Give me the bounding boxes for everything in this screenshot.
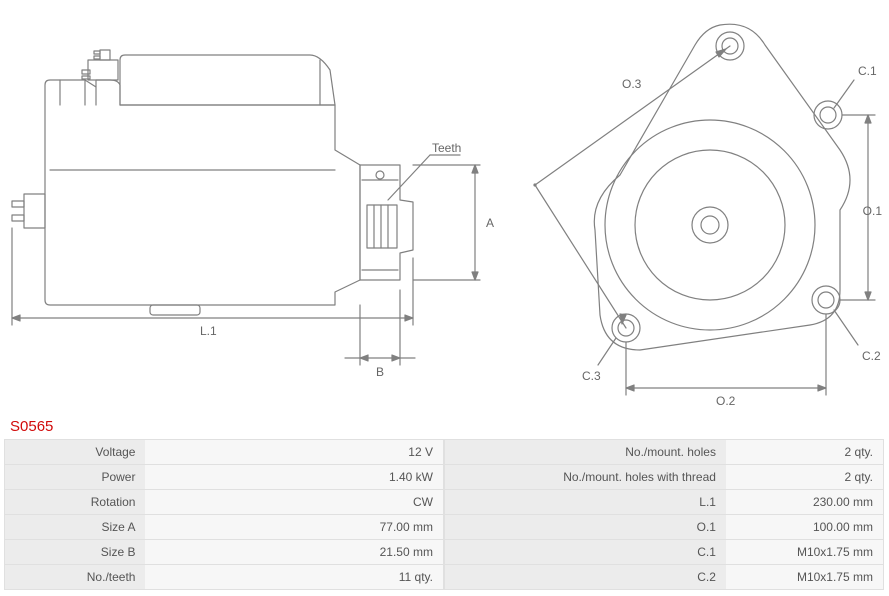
label-teeth: Teeth xyxy=(432,141,461,155)
label-O2: O.2 xyxy=(716,394,736,408)
spec-value: 230.00 mm xyxy=(726,490,884,514)
spec-col-left: Voltage 12 V Power 1.40 kW Rotation CW S… xyxy=(4,440,444,590)
table-row: O.1 100.00 mm xyxy=(444,515,884,540)
spec-label: No./mount. holes xyxy=(445,440,726,464)
label-C3: C.3 xyxy=(582,369,601,383)
label-B: B xyxy=(376,365,384,379)
spec-label: Power xyxy=(5,465,145,489)
spec-value: CW xyxy=(145,490,444,514)
table-row: Rotation CW xyxy=(4,490,444,515)
spec-value: 12 V xyxy=(145,440,444,464)
label-O3: O.3 xyxy=(622,77,642,91)
spec-value: 77.00 mm xyxy=(145,515,444,539)
spec-value: 21.50 mm xyxy=(145,540,444,564)
spec-value: 2 qty. xyxy=(726,465,884,489)
table-row: C.2 M10x1.75 mm xyxy=(444,565,884,590)
spec-label: Voltage xyxy=(5,440,145,464)
label-C2: C.2 xyxy=(862,349,881,363)
table-row: C.1 M10x1.75 mm xyxy=(444,540,884,565)
spec-label: C.1 xyxy=(445,540,726,564)
spec-label: Rotation xyxy=(5,490,145,514)
spec-value: 11 qty. xyxy=(145,565,444,589)
table-row: L.1 230.00 mm xyxy=(444,490,884,515)
table-row: Size A 77.00 mm xyxy=(4,515,444,540)
technical-drawing: Teeth A B L.1 O.3 C.1 O.1 C.2 C.3 O.2 xyxy=(0,0,889,410)
label-L1: L.1 xyxy=(200,324,217,338)
spec-label: Size A xyxy=(5,515,145,539)
table-row: No./teeth 11 qty. xyxy=(4,565,444,590)
part-code: S0565 xyxy=(0,418,889,435)
table-row: Power 1.40 kW xyxy=(4,465,444,490)
table-row: No./mount. holes with thread 2 qty. xyxy=(444,465,884,490)
spec-label: No./mount. holes with thread xyxy=(445,465,726,489)
label-C1: C.1 xyxy=(858,64,877,78)
spec-value: 1.40 kW xyxy=(145,465,444,489)
drawing-svg: Teeth A B L.1 O.3 C.1 O.1 C.2 C.3 O.2 xyxy=(0,0,889,410)
table-row: No./mount. holes 2 qty. xyxy=(444,440,884,465)
spec-label: C.2 xyxy=(445,565,726,589)
spec-label: No./teeth xyxy=(5,565,145,589)
table-row: Voltage 12 V xyxy=(4,440,444,465)
table-row: Size B 21.50 mm xyxy=(4,540,444,565)
spec-value: 2 qty. xyxy=(726,440,884,464)
spec-value: M10x1.75 mm xyxy=(726,565,884,589)
spec-col-right: No./mount. holes 2 qty. No./mount. holes… xyxy=(444,440,884,590)
spec-table: Voltage 12 V Power 1.40 kW Rotation CW S… xyxy=(4,439,884,590)
spec-label: L.1 xyxy=(445,490,726,514)
label-O1: O.1 xyxy=(863,204,883,218)
spec-value: 100.00 mm xyxy=(726,515,884,539)
spec-value: M10x1.75 mm xyxy=(726,540,884,564)
spec-label: O.1 xyxy=(445,515,726,539)
spec-label: Size B xyxy=(5,540,145,564)
label-A: A xyxy=(486,216,494,230)
